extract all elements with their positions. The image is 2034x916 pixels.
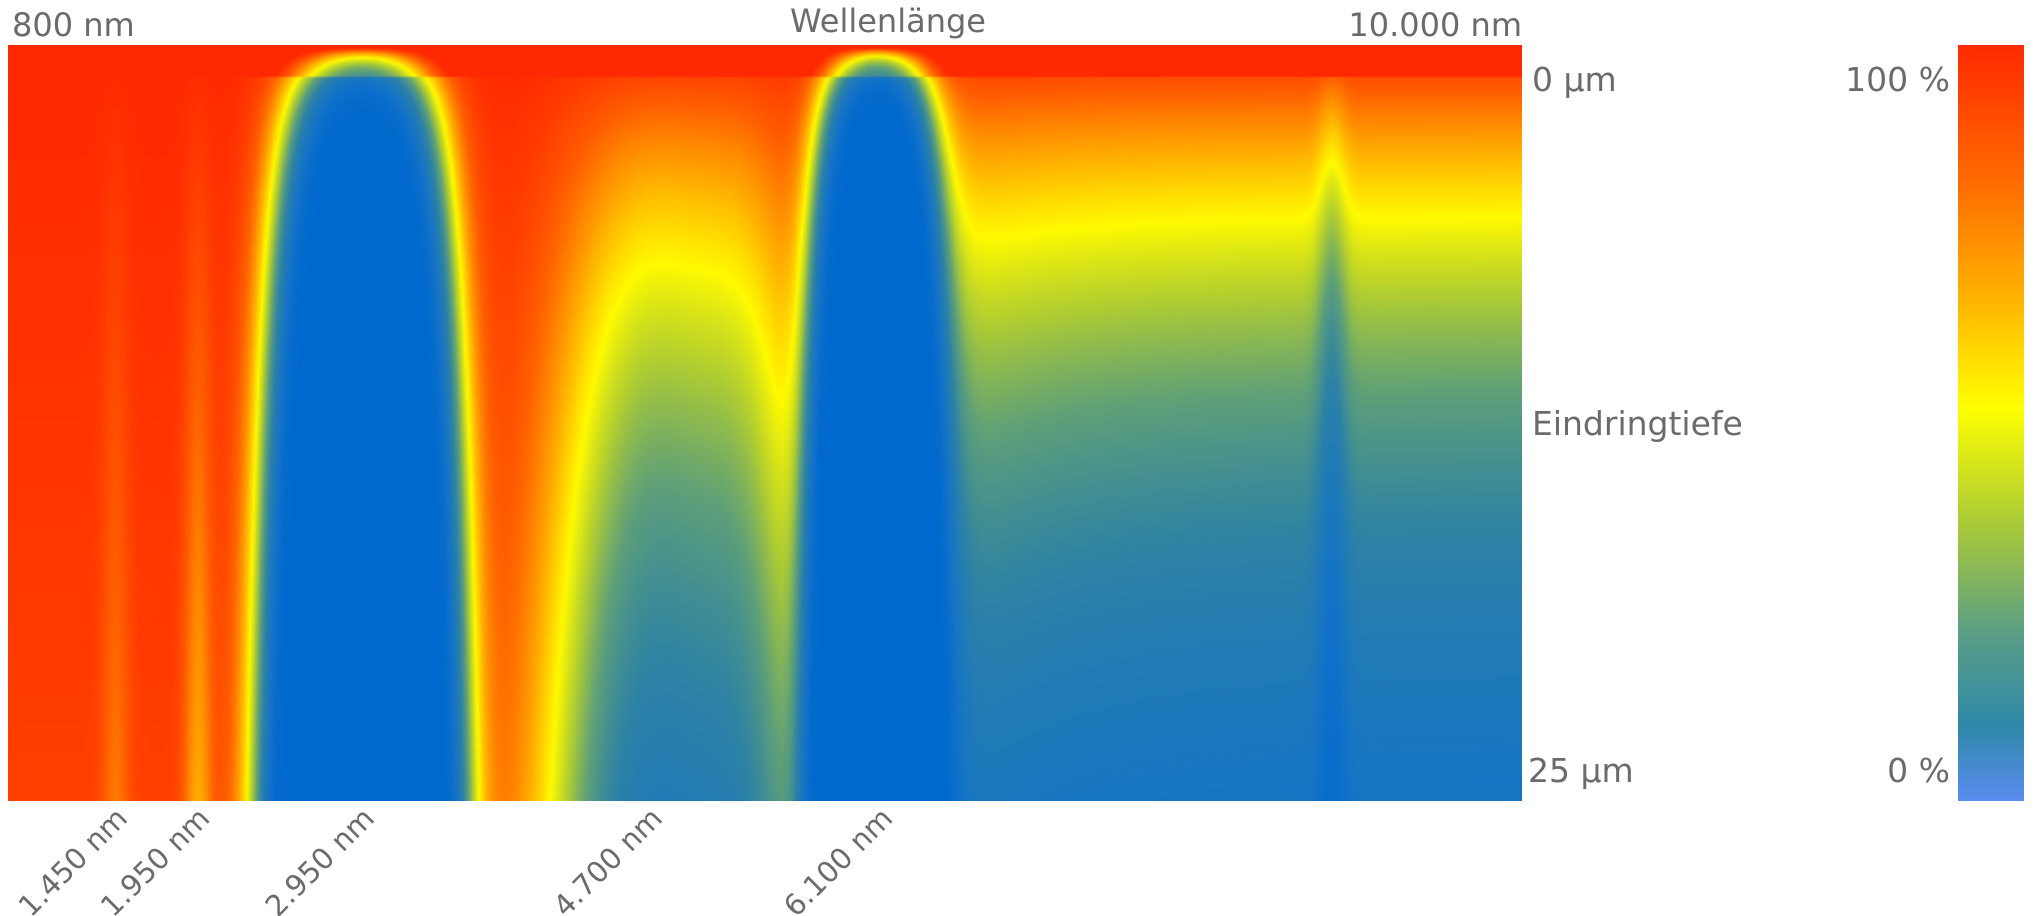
y-top-label: 0 µm [1532,60,1617,99]
heatmap-plot [8,45,1522,801]
colorbar-min-label: 0 % [1887,751,1950,790]
heatmap-image [8,45,1522,801]
x-tick-label: 4.700 nm [547,801,669,916]
x-tick-label: 2.950 nm [259,801,381,916]
colorbar [1958,45,2024,801]
x-axis-title: Wellenlänge [790,2,986,40]
x-end-label: 10.000 nm [1348,6,1522,44]
y-bottom-label: 25 µm [1528,751,1634,790]
x-start-label: 800 nm [12,6,135,44]
colorbar-max-label: 100 % [1845,60,1950,99]
y-axis-title: Eindringtiefe [1532,404,1743,443]
x-tick-labels: 1.450 nm1.950 nm 2.950 nm 4.700 nm 6.100 nm [12,801,899,916]
x-tick-label: 6.100 nm [777,801,899,916]
